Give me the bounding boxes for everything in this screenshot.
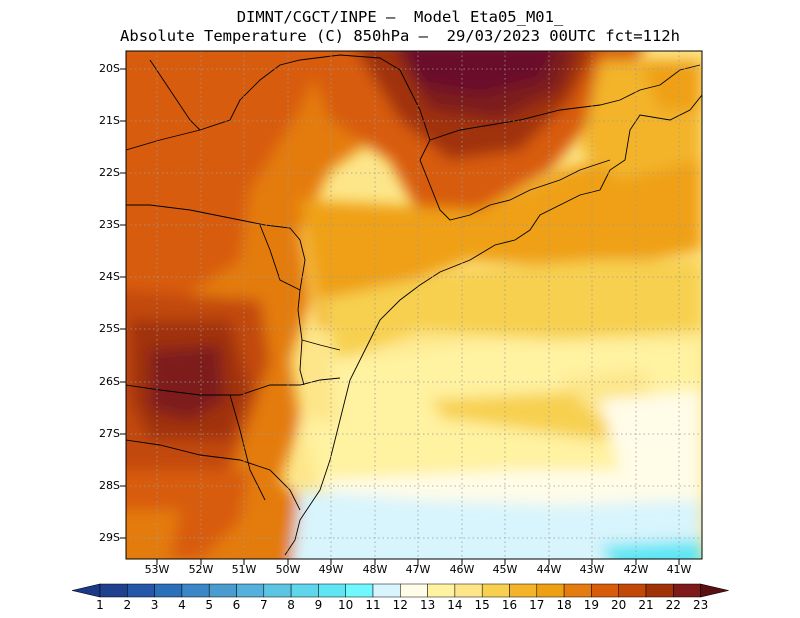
- lat-label: 29S: [99, 531, 120, 544]
- lat-label: 21S: [99, 114, 120, 127]
- colorbar-swatch: [536, 583, 565, 598]
- colorbar-swatch: [454, 583, 483, 598]
- lon-label: 51W: [231, 563, 257, 576]
- colorbar-label: 21: [638, 598, 654, 612]
- colorbar-label: 18: [556, 598, 572, 612]
- colorbar-label: 5: [205, 598, 214, 612]
- colorbar-label: 16: [501, 598, 518, 612]
- colorbar-label: 22: [665, 598, 681, 612]
- colorbar-label: 23: [692, 598, 709, 612]
- title-line-2: Absolute Temperature (C) 850hPa – 29/03/…: [120, 27, 680, 45]
- colorbar-label: 8: [287, 598, 295, 612]
- lon-label: 52W: [188, 563, 214, 576]
- colorbar-low-arrow: [71, 583, 101, 598]
- colorbar-label: 11: [365, 598, 381, 612]
- colorbar-label: 9: [314, 598, 323, 612]
- lon-label: 47W: [405, 563, 431, 576]
- colorbar-swatch: [318, 583, 346, 598]
- lat-label: 22S: [99, 166, 120, 179]
- title-line-1: DIMNT/CGCT/INPE – Model Eta05_M01_: [236, 8, 564, 26]
- colorbar-swatch: [563, 583, 592, 598]
- lat-label: 23S: [99, 218, 120, 231]
- coastline-and-borders: [126, 54, 702, 556]
- lon-label: 45W: [492, 563, 518, 576]
- colorbar-label: 3: [150, 598, 159, 612]
- colorbar-label: 1: [96, 598, 104, 612]
- colorbar-high-arrow: [700, 583, 729, 598]
- lon-label: 48W: [362, 563, 388, 576]
- lon-label: 42W: [623, 563, 649, 576]
- colorbar-swatch: [481, 583, 510, 598]
- lat-label: 20S: [99, 62, 120, 75]
- lon-label: 46W: [449, 563, 475, 576]
- colorbar-swatch: [345, 583, 374, 598]
- colorbar-swatch: [591, 583, 619, 598]
- lat-label: 25S: [99, 322, 120, 335]
- colorbar-swatch: [236, 583, 265, 598]
- colorbar-swatch: [154, 583, 183, 598]
- colorbar-swatch: [127, 583, 155, 598]
- colorbar-label: 20: [611, 598, 627, 612]
- colorbar-swatch: [372, 583, 401, 598]
- colorbar-swatch: [427, 583, 456, 598]
- colorbar-swatch: [618, 583, 647, 598]
- lat-label: 24S: [99, 270, 120, 283]
- colorbar-label: 10: [338, 598, 354, 612]
- colorbar-label: 7: [259, 598, 268, 612]
- colorbar-swatch: [208, 583, 237, 598]
- colorbar: [71, 583, 729, 598]
- colorbar-swatch: [673, 583, 701, 598]
- plot-frame: [125, 50, 703, 560]
- colorbar-swatch: [263, 583, 292, 598]
- lon-label: 50W: [275, 563, 301, 576]
- colorbar-label: 4: [178, 598, 186, 612]
- lat-label: 28S: [99, 479, 120, 492]
- colorbar-label: 19: [583, 598, 600, 612]
- colorbar-label: 17: [529, 598, 545, 612]
- lat-label: 26S: [99, 375, 120, 388]
- colorbar-label: 14: [447, 598, 463, 612]
- lon-label: 41W: [666, 563, 692, 576]
- colorbar-swatch: [400, 583, 428, 598]
- colorbar-label: 6: [232, 598, 241, 612]
- lon-label: 53W: [144, 563, 170, 576]
- colorbar-label: 12: [392, 598, 408, 612]
- colorbar-label: 15: [474, 598, 490, 612]
- colorbar-swatch: [645, 583, 674, 598]
- lat-label: 27S: [99, 427, 120, 440]
- temperature-field: [126, 51, 702, 559]
- lon-label: 43W: [579, 563, 605, 576]
- lon-label: 49W: [318, 563, 344, 576]
- colorbar-label: 2: [123, 598, 132, 612]
- colorbar-swatch: [99, 583, 128, 598]
- lat-lon-grid: [126, 51, 702, 559]
- axis-ticks: [120, 68, 680, 565]
- lon-label: 44W: [536, 563, 562, 576]
- colorbar-swatch: [181, 583, 210, 598]
- colorbar-swatch: [290, 583, 319, 598]
- colorbar-label: 13: [419, 598, 436, 612]
- colorbar-swatch: [509, 583, 538, 598]
